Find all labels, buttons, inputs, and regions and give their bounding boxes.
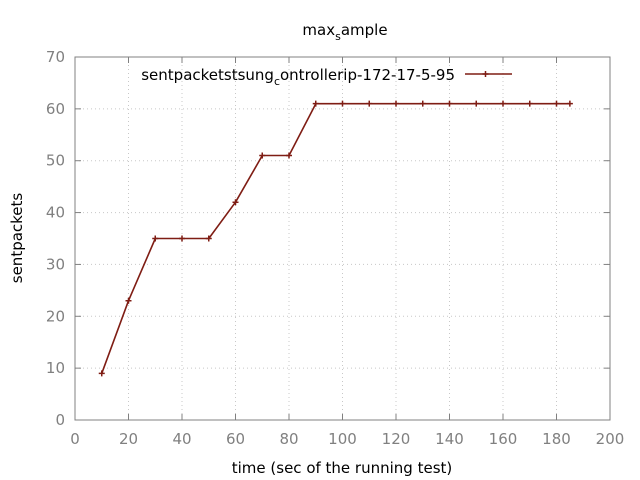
data-point	[500, 100, 506, 107]
grid	[75, 57, 610, 420]
data-point	[419, 100, 426, 107]
x-tick-label: 160	[489, 430, 518, 448]
data-point	[232, 199, 239, 206]
chart-title: maxsample	[302, 21, 387, 43]
y-axis-title: sentpackets	[8, 193, 26, 284]
legend-marker	[482, 71, 489, 77]
x-tick-label: 60	[226, 430, 245, 448]
ticks: 0 20 40 60 80 100 120 140 160 180 200 0 10 20 30 40 50 60…	[46, 48, 624, 448]
y-tick-label: 30	[46, 255, 65, 273]
data-point	[553, 100, 560, 107]
y-tick-label: 0	[55, 411, 65, 429]
x-tick-label: 100	[328, 430, 357, 448]
data-point	[566, 100, 573, 107]
data-point	[179, 235, 185, 242]
x-tick-label: 80	[279, 430, 298, 448]
x-tick-label: 120	[382, 430, 411, 448]
series	[98, 100, 573, 377]
series-line	[101, 102, 570, 374]
data-point	[339, 100, 346, 107]
data-point	[473, 100, 480, 107]
y-tick-label: 60	[46, 100, 65, 118]
data-point	[366, 100, 373, 107]
x-tick-label: 0	[70, 430, 80, 448]
data-point	[286, 152, 292, 159]
x-axis-title: time (sec of the running test)	[232, 459, 453, 477]
data-point	[526, 100, 533, 107]
data-point	[312, 100, 319, 107]
x-tick-label: 20	[119, 430, 138, 448]
x-tick-label: 200	[596, 430, 625, 448]
x-tick-label: 180	[542, 430, 571, 448]
data-point	[98, 370, 105, 377]
data-point	[152, 235, 159, 242]
data-point	[259, 152, 266, 159]
x-tick-label: 140	[435, 430, 464, 448]
data-point	[393, 100, 399, 107]
legend: sentpacketstsungcontrollerip-172-17-5-95	[141, 66, 512, 88]
legend-label: sentpacketstsungcontrollerip-172-17-5-95	[141, 66, 455, 88]
y-tick-label: 40	[46, 204, 65, 222]
data-point	[205, 235, 212, 242]
y-tick-label: 10	[46, 359, 65, 377]
data-point	[125, 297, 132, 304]
y-tick-label: 70	[46, 48, 65, 66]
x-tick-label: 40	[172, 430, 191, 448]
data-point	[446, 100, 453, 107]
y-tick-label: 50	[46, 152, 65, 170]
y-tick-label: 20	[46, 307, 65, 325]
